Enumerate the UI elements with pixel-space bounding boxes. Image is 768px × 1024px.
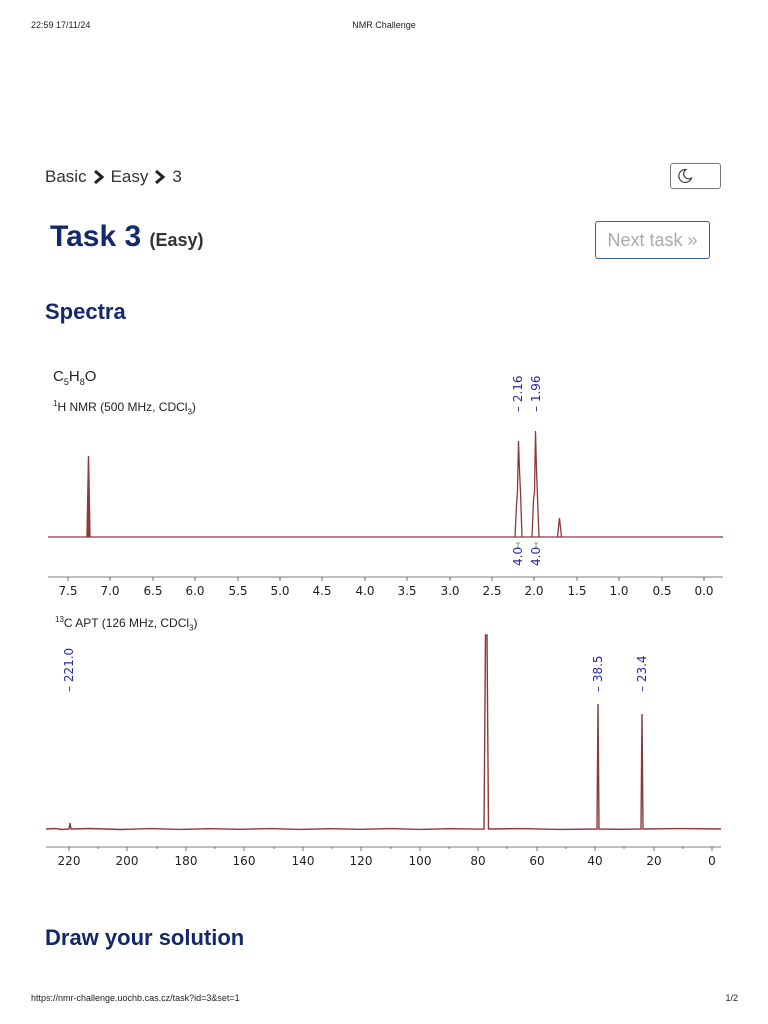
breadcrumb-item-current: 3 bbox=[172, 167, 182, 186]
svg-text:– 38.5: – 38.5 bbox=[591, 655, 605, 692]
page-title: Task 3 (Easy) bbox=[50, 220, 204, 254]
h-peak-labels: – 2.16 – 1.96 bbox=[511, 375, 543, 412]
task-difficulty: (Easy) bbox=[149, 230, 204, 250]
h-x-axis: 7.5 7.0 6.5 6.0 5.5 5.0 4.5 4.0 3.5 3.0 … bbox=[48, 576, 723, 598]
svg-text:6.5: 6.5 bbox=[143, 584, 162, 598]
theme-toggle-button[interactable] bbox=[670, 163, 721, 189]
svg-text:– 2.16: – 2.16 bbox=[511, 375, 525, 412]
molecular-formula: C5H8O bbox=[53, 368, 97, 387]
draw-solution-heading: Draw your solution bbox=[45, 925, 245, 950]
moon-icon bbox=[678, 168, 693, 184]
svg-text:220: 220 bbox=[58, 854, 81, 868]
svg-text:4.0: 4.0 bbox=[529, 547, 543, 566]
svg-text:5.5: 5.5 bbox=[228, 584, 247, 598]
svg-text:100: 100 bbox=[409, 854, 432, 868]
print-page-number: 1/2 bbox=[725, 993, 738, 1003]
h-nmr-spectrum: – 2.16 – 1.96 4.0 4.0 7.5 7.0 6.5 6.0 5.… bbox=[48, 375, 723, 598]
c-nmr-trace bbox=[45, 634, 722, 831]
h-nmr-trace bbox=[48, 430, 723, 538]
svg-text:3.5: 3.5 bbox=[397, 584, 416, 598]
svg-text:80: 80 bbox=[470, 854, 485, 868]
svg-text:5.0: 5.0 bbox=[270, 584, 289, 598]
chevron-right-icon bbox=[93, 169, 104, 185]
breadcrumb: Basic Easy 3 bbox=[45, 167, 182, 187]
svg-text:140: 140 bbox=[292, 854, 315, 868]
svg-text:60: 60 bbox=[529, 854, 544, 868]
svg-text:1.5: 1.5 bbox=[567, 584, 586, 598]
c-nmr-spectrum: – 221.0 – 38.5 – 23.4 220 200 180 160 14… bbox=[45, 634, 722, 868]
print-title: NMR Challenge bbox=[352, 20, 416, 30]
svg-text:4.0: 4.0 bbox=[355, 584, 374, 598]
svg-text:4.0: 4.0 bbox=[511, 547, 525, 566]
svg-text:7.5: 7.5 bbox=[58, 584, 77, 598]
task-title-text: Task 3 bbox=[50, 220, 142, 253]
svg-text:2.5: 2.5 bbox=[482, 584, 501, 598]
h-nmr-label: 1H NMR (500 MHz, CDCl3) bbox=[53, 399, 196, 417]
svg-text:180: 180 bbox=[175, 854, 198, 868]
svg-text:6.0: 6.0 bbox=[185, 584, 204, 598]
chevron-right-icon bbox=[155, 169, 166, 185]
breadcrumb-item-basic[interactable]: Basic bbox=[45, 167, 87, 186]
c-x-axis: 220 200 180 160 140 120 100 80 60 40 20 … bbox=[46, 846, 721, 868]
next-task-button[interactable]: Next task » bbox=[595, 221, 710, 259]
svg-text:7.0: 7.0 bbox=[100, 584, 119, 598]
svg-text:200: 200 bbox=[116, 854, 139, 868]
c-peak-labels: – 221.0 – 38.5 – 23.4 bbox=[62, 648, 649, 692]
print-url: https://nmr-challenge.uochb.cas.cz/task?… bbox=[31, 993, 240, 1003]
svg-text:3.0: 3.0 bbox=[440, 584, 459, 598]
svg-text:20: 20 bbox=[646, 854, 661, 868]
breadcrumb-item-easy[interactable]: Easy bbox=[110, 167, 149, 186]
svg-text:0.0: 0.0 bbox=[694, 584, 713, 598]
svg-text:– 23.4: – 23.4 bbox=[635, 655, 649, 692]
print-datetime: 22:59 17/11/24 bbox=[31, 20, 91, 30]
svg-text:– 1.96: – 1.96 bbox=[529, 375, 543, 412]
svg-text:4.5: 4.5 bbox=[312, 584, 331, 598]
svg-text:2.0: 2.0 bbox=[524, 584, 543, 598]
svg-text:120: 120 bbox=[350, 854, 373, 868]
svg-text:160: 160 bbox=[233, 854, 256, 868]
spectra-heading: Spectra bbox=[45, 299, 126, 324]
c-nmr-label: 13C APT (126 MHz, CDCl3) bbox=[55, 615, 198, 633]
h-integrals: 4.0 4.0 bbox=[511, 542, 543, 566]
svg-text:1.0: 1.0 bbox=[609, 584, 628, 598]
svg-text:– 221.0: – 221.0 bbox=[62, 648, 76, 692]
svg-text:40: 40 bbox=[587, 854, 602, 868]
svg-text:0.5: 0.5 bbox=[652, 584, 671, 598]
svg-text:0: 0 bbox=[708, 854, 716, 868]
